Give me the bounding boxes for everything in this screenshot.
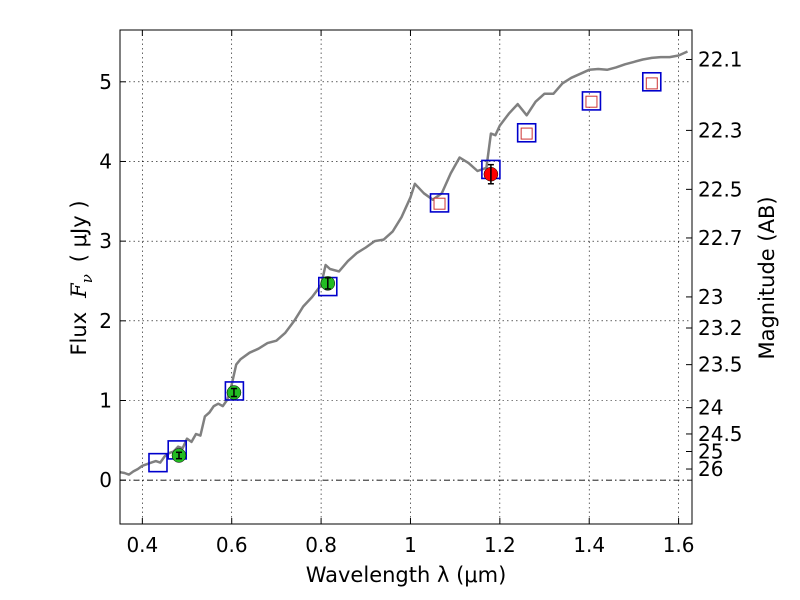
model-photometry-square [516,122,537,143]
upper-limit-marker [520,127,533,140]
magnitude-tick-label: 24.5 [698,422,743,446]
y-axis-title-subscript: ν [78,274,96,283]
upper-limit-marker [433,197,446,210]
sed-model-line [119,50,689,476]
model-photometry-square [641,71,662,92]
model-photometry-square [581,91,602,111]
magnitude-tick-label: 22.5 [698,177,743,201]
magnitude-tick-label: 24 [698,396,723,420]
plot-frame [119,29,693,525]
x-axis-title: Wavelength λ (μm) [306,563,507,587]
x-tick-label: 0.6 [216,533,248,557]
y-tick-label: 5 [99,70,112,94]
y-axis-title: Flux Fν ( μJy ) [67,200,96,355]
model-photometry-square [148,452,168,473]
y-axis-title-symbol: F [67,282,91,299]
axis-ticks: 0.4 0.6 0.8 1 1.2 1.4 1.601234522.122.322.522.… [99,30,743,557]
magnitude-tick-label: 25 [698,439,723,463]
y-tick-label: 0 [99,468,112,492]
magnitude-tick-label: 23.5 [698,353,743,377]
y-axis-title-unit: ( μJy ) [67,200,91,262]
model-photometry-square [224,381,245,401]
y-tick-label: 4 [99,149,112,173]
grid-lines [120,30,692,524]
model-photometry-square [429,193,450,213]
magnitude-tick-label: 22.3 [698,118,743,142]
magnitude-tick-label: 23.2 [698,316,743,340]
magnitude-tick-label: 26 [698,457,723,481]
x-tick-label: 1 [404,533,417,557]
x-tick-label: 0.4 [126,533,158,557]
upper-limit-marker [585,95,598,108]
data-series [119,50,689,476]
x-tick-label: 0.8 [305,533,337,557]
x-tick-label: 1.2 [484,533,516,557]
svg-text:FluxFν( μJy ): Flux Fν ( μJy ) [67,200,96,355]
magnitude-tick-label: 23 [698,285,723,309]
y-tick-label: 3 [99,229,112,253]
upper-limit-marker [645,77,658,90]
x-tick-label: 1.4 [573,533,605,557]
y-tick-label: 2 [99,309,112,333]
magnitude-tick-label: 22.7 [698,226,743,250]
magnitude-axis-title: Magnitude (AB) [755,196,779,359]
y-axis-title-text: Flux [67,312,91,356]
y-tick-label: 1 [99,389,112,413]
x-tick-label: 1.6 [663,533,695,557]
magnitude-tick-label: 22.1 [698,47,743,71]
